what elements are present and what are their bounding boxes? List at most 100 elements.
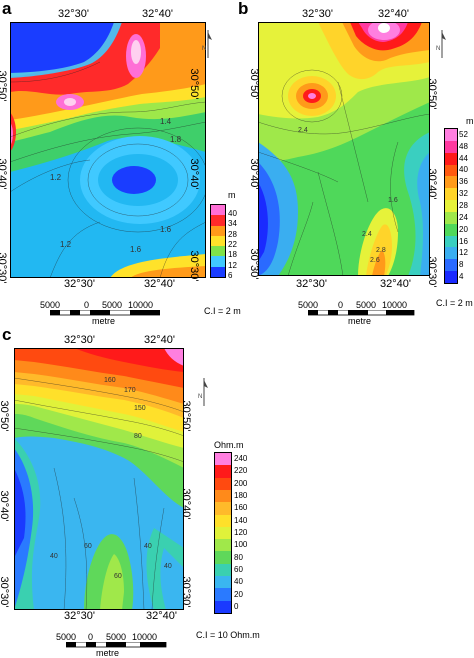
- panel-c-left-coord-2: 30°40': [0, 490, 10, 522]
- panel-b-scale-unit: metre: [348, 316, 372, 326]
- panel-c-legend-tick-label: 60: [234, 564, 243, 574]
- panel-b-contour-interval: C.I = 2 m: [436, 298, 473, 308]
- panel-b-legend-swatch: [445, 152, 457, 166]
- panel-a-scale-unit: metre: [92, 316, 116, 326]
- panel-a-contour-interval: C.I = 2 m: [204, 306, 241, 316]
- panel-b-legend-swatch: [445, 259, 457, 272]
- panel-a-legend-tick-label: 28: [228, 229, 237, 239]
- panel-c-legend-tick-label: 220: [234, 466, 248, 476]
- panel-b-top-coord-2: 32°40': [378, 8, 409, 20]
- panel-b-legend-swatch: [445, 223, 457, 237]
- panel-b-top-coord-1: 32°30': [302, 8, 333, 20]
- panel-b-scale-tick-1: 5000: [298, 300, 319, 310]
- panel-b-legend-tick-label: 44: [459, 153, 468, 163]
- panel-b-legend-swatch: [445, 235, 457, 248]
- panel-b-bottom-coord-2: 32°40': [380, 278, 411, 290]
- panel-a-left-coord-1: 30°50': [0, 70, 8, 102]
- panel-a-contour-label-5: 1.2: [60, 240, 72, 249]
- panel-a-right-coord-2: 30°40': [188, 158, 200, 190]
- panel-c-legend-tick-label: 100: [234, 540, 248, 550]
- panel-a-bottom-coord-2: 32°40': [144, 278, 175, 290]
- panel-a-right-coord-3: 30°30': [188, 250, 200, 282]
- panel-c-contour-label-8: 40: [144, 543, 152, 550]
- panel-b-legend-ticks: 52 48 44 40 36 32 28 24 20 16 12 8 4: [459, 128, 474, 286]
- panel-b-legend-tick-label: 20: [459, 224, 468, 234]
- panel-a-legend-swatch: [211, 225, 225, 237]
- panel-c-legend-tick-label: 180: [234, 491, 248, 501]
- panel-c-contour-label-2: 170: [124, 387, 136, 394]
- panel-c-contour-label-4: 80: [134, 433, 142, 440]
- panel-a-bottom-coord-1: 32°30': [64, 278, 95, 290]
- panel-c-legend-tick-label: 200: [234, 478, 248, 488]
- panel-b-legend-swatch: [445, 129, 457, 142]
- panel-c-north-arrow-icon: N: [198, 378, 210, 406]
- panel-a-scale-tick-2: 0: [84, 300, 90, 310]
- panel-c-label: c: [2, 325, 12, 344]
- panel-c-legend-swatch: [215, 465, 231, 479]
- panel-c-legend-tick-label: 40: [234, 577, 243, 587]
- panel-b-scale-tick-3: 5000: [356, 300, 377, 310]
- svg-text:N: N: [202, 46, 206, 52]
- panel-a-legend-tick-label: 34: [228, 219, 237, 229]
- panel-c-legend-ticks: 240 220 200 180 160 140 120 100 80 60 40 20 0: [234, 452, 256, 616]
- panel-b-left-coord-2: 30°40': [248, 158, 260, 190]
- panel-b-legend-tick-label: 52: [459, 129, 468, 139]
- panel-c-bottom-coord-1: 32°30': [64, 610, 95, 622]
- panel-c-scale-bar: 5000 0 5000 10000 metre: [56, 632, 186, 658]
- panel-b-right-coord-1: 30°50': [426, 78, 438, 110]
- panel-c-left-coord-3: 30°30': [0, 576, 10, 608]
- svg-text:N: N: [198, 394, 202, 400]
- panel-c-legend-swatch: [215, 551, 231, 565]
- panel-a-legend-ticks: 40 34 28 22 18 12 6: [228, 208, 248, 280]
- panel-c-legend-swatch: [215, 453, 231, 466]
- panel-b-legend-swatch: [445, 211, 457, 225]
- panel-c-legend-tick-label: 140: [234, 515, 248, 525]
- panel-c-legend-tick-label: 240: [234, 454, 248, 464]
- panel-c-legend-tick-label: 0: [234, 601, 239, 611]
- panel-a-legend-swatch: [211, 215, 225, 227]
- panel-c-contour-label-6: 40: [50, 553, 58, 560]
- panel-b-contour-label-3: 2.6: [370, 257, 380, 264]
- panel-c-legend-swatch: [215, 526, 231, 540]
- panel-b-legend-swatch: [445, 176, 457, 189]
- panel-c-legend-swatch: [215, 477, 231, 491]
- panel-a-north-arrow-icon: N: [202, 30, 214, 58]
- panel-a-legend-swatch: [211, 205, 225, 216]
- panel-b-scale-tick-4: 10000: [382, 300, 408, 310]
- panel-a-scale-tick-1: 5000: [40, 300, 61, 310]
- panel-b-left-coord-1: 30°50': [248, 68, 260, 100]
- panel-b-legend-tick-label: 28: [459, 201, 468, 210]
- svg-text:N: N: [436, 46, 440, 52]
- panel-a-legend-colorbar: [210, 204, 226, 278]
- panel-c-contour-interval: C.I = 10 Ohm.m: [196, 630, 260, 640]
- panel-c-legend-tick-label: 120: [234, 528, 248, 537]
- panel-c-scale-tick-4: 10000: [132, 632, 158, 642]
- panel-c-top-coord-1: 32°30': [64, 334, 95, 346]
- panel-c-right-coord-1: 30°50': [180, 400, 192, 432]
- panel-a-legend-swatch: [211, 266, 225, 278]
- panel-a-legend-swatch: [211, 246, 225, 257]
- panel-b-legend-tick-label: 32: [459, 189, 468, 199]
- panel-b-legend-unit: m: [466, 116, 474, 126]
- panel-c-legend-tick-label: 160: [234, 503, 248, 513]
- panel-a-legend-tick-label: 22: [228, 240, 237, 249]
- panel-b-legend-tick-label: 40: [459, 165, 468, 175]
- panel-b-scale-tick-2: 0: [338, 300, 344, 310]
- panel-c-legend-swatch: [215, 489, 231, 503]
- panel-b-legend-swatch: [445, 200, 457, 213]
- panel-c-top-coord-2: 32°40': [144, 334, 175, 346]
- panel-c-contour-label-1: 160: [104, 377, 116, 384]
- panel-c-legend-colorbar: [214, 452, 232, 614]
- panel-c-scale-unit: metre: [96, 648, 120, 658]
- panel-b-left-coord-3: 30°30': [248, 248, 260, 280]
- panel-b-legend-tick-label: 16: [459, 236, 468, 246]
- panel-b-legend-tick-label: 4: [459, 272, 464, 282]
- panel-c-legend-tick-label: 20: [234, 589, 243, 599]
- panel-a-contour-label-4: 1.8: [170, 135, 182, 144]
- panel-b-legend-tick-label: 36: [459, 177, 468, 187]
- panel-a-legend-unit: m: [228, 190, 236, 200]
- panel-b-contour-label-4: 2.4: [298, 127, 308, 134]
- panel-a-legend-tick-label: 12: [228, 260, 237, 270]
- panel-b-contour-label-2: 2.8: [376, 247, 386, 254]
- panel-c-legend-unit: Ohm.m: [214, 440, 244, 450]
